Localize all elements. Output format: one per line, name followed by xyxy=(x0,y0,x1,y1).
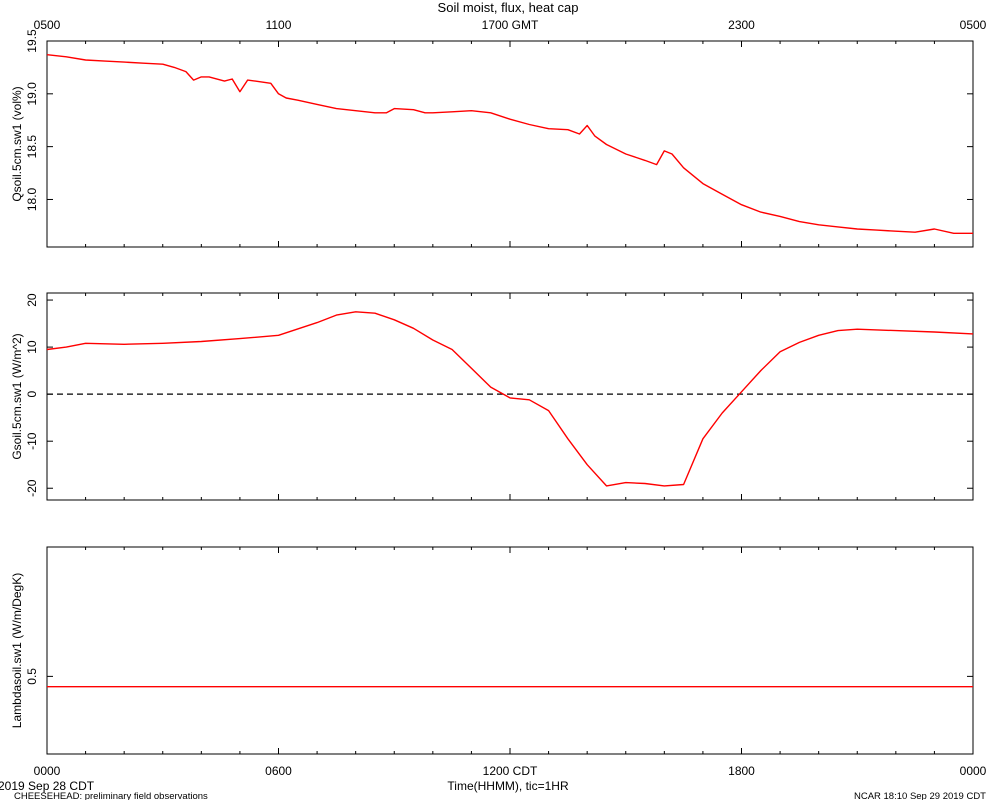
bottom-tick-label: 0000 xyxy=(34,764,61,778)
top-time-axis: 0500 1100 1700 GMT 2300 0500 xyxy=(34,18,987,32)
series-line xyxy=(46,54,973,234)
y-tick-label: -10 xyxy=(25,432,39,450)
top-tick-label: 1100 xyxy=(266,18,292,32)
y-tick-label: 18.0 xyxy=(25,187,39,211)
bottom-tick-label: 0600 xyxy=(265,764,292,778)
project-label: CHEESEHEAD: preliminary field observatio… xyxy=(14,791,208,800)
date-label: 2019 Sep 28 CDT xyxy=(0,779,95,793)
top-tick-label: 1700 GMT xyxy=(482,18,539,32)
y-tick-label: 0 xyxy=(25,390,39,397)
y-tick-label: 18.5 xyxy=(25,135,39,159)
chart-title: Soil moist, flux, heat cap xyxy=(438,0,579,15)
y-axis-label: Qsoil.5cm.sw1 (vol%) xyxy=(10,86,24,201)
top-tick-label: 2300 xyxy=(728,18,755,32)
series-line xyxy=(46,311,974,487)
bottom-tick-label: 0000 xyxy=(960,764,987,778)
soil-heat-flux-panel: -20 -10 0 10 20 Gsoil.5cm.sw1 (W/m^2) xyxy=(10,292,974,501)
plot-frame xyxy=(46,546,974,755)
ncar-stamp: NCAR 18:10 Sep 29 2019 CDT xyxy=(854,791,986,800)
plot-frame xyxy=(46,292,974,501)
y-axis-label: Gsoil.5cm.sw1 (W/m^2) xyxy=(10,333,24,459)
x-axis-label: Time(HHMM), tic=1HR xyxy=(447,779,569,793)
top-tick-label: 0500 xyxy=(34,18,61,32)
y-tick-label: 0.5 xyxy=(25,668,39,685)
y-tick-label: 19.5 xyxy=(25,29,39,53)
bottom-time-axis: 0000 0600 1200 CDT 1800 0000 xyxy=(34,764,987,778)
bottom-tick-label: 1800 xyxy=(728,764,755,778)
soil-moisture-panel: 18.0 18.5 19.0 19.5 Qsoil.5cm.sw1 (vol%) xyxy=(10,29,974,248)
y-tick-label: -20 xyxy=(25,479,39,497)
y-axis-label: Lambdasoil.sw1 (W/m/DegK) xyxy=(10,573,24,728)
y-tick-label: 20 xyxy=(25,293,39,307)
top-tick-label: 0500 xyxy=(960,18,987,32)
y-tick-label: 19.0 xyxy=(25,82,39,106)
bottom-tick-label: 1200 CDT xyxy=(483,764,538,778)
y-tick-label: 10 xyxy=(25,340,39,354)
